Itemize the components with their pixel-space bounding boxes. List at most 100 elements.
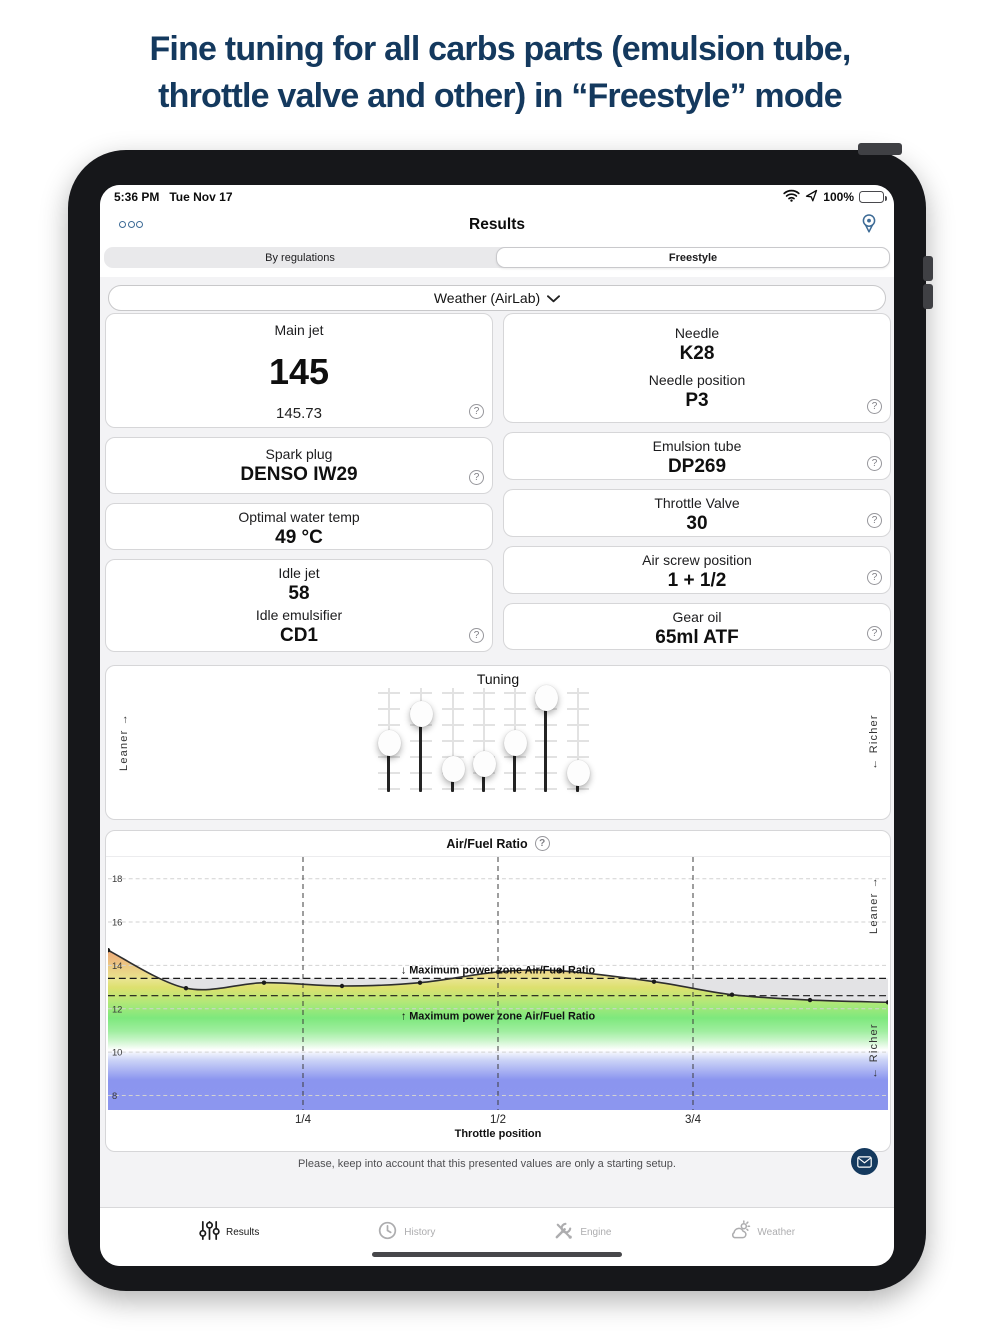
ipad-frame: 5:36 PM Tue Nov 17	[68, 143, 933, 1291]
slider-stem	[576, 785, 579, 792]
card-label: Emulsion tube	[652, 438, 742, 454]
afr-data-point	[495, 969, 501, 975]
card-label: Throttle Valve	[654, 495, 740, 511]
card-spark-plug: Spark plug DENSO IW29?	[105, 437, 493, 494]
annotation-lower: ↑ Maximum power zone Air/Fuel Ratio	[401, 1011, 596, 1023]
chart-x-axis-title: Throttle position	[454, 1128, 542, 1140]
tuning-leaner-label: Leaner →	[118, 713, 130, 771]
status-date: Tue Nov 17	[169, 190, 233, 204]
help-icon[interactable]: ?	[469, 628, 484, 643]
help-icon[interactable]: ?	[469, 404, 484, 419]
segment-freestyle[interactable]: Freestyle	[496, 247, 890, 268]
help-icon[interactable]: ?	[534, 836, 550, 851]
tuning-slider-7[interactable]	[563, 688, 593, 792]
tab-results[interactable]: Results	[199, 1220, 259, 1244]
tab-label: Engine	[580, 1226, 612, 1238]
nav-title: Results	[469, 216, 525, 233]
card-sub-value: 145.73	[276, 405, 322, 422]
slider-tick	[442, 740, 464, 742]
tuning-title: Tuning	[476, 671, 520, 687]
help-icon[interactable]: ?	[867, 456, 882, 471]
tuning-slider-4[interactable]	[469, 688, 499, 792]
tuning-slider-6[interactable]	[531, 685, 561, 792]
help-icon[interactable]: ?	[867, 570, 882, 585]
card-value: K28	[679, 343, 715, 364]
slider-thumb[interactable]	[472, 751, 496, 777]
page-title-line2: throttle valve and other) in “Freestyle”…	[158, 77, 843, 115]
slider-tick	[567, 708, 589, 710]
weather-dropdown-button[interactable]: Weather (AirLab)	[108, 285, 886, 311]
card-label: Idle emulsifier	[255, 606, 343, 623]
slider-thumb[interactable]	[441, 756, 465, 783]
card-idle-jet: Idle jet 58 Idle emulsifier CD1?	[105, 559, 493, 652]
slider-tick	[504, 724, 526, 726]
afr-data-point	[261, 980, 267, 985]
more-icon[interactable]	[119, 221, 143, 228]
card-pair: Emulsion tube DP269	[510, 437, 884, 478]
slider-tick	[567, 724, 589, 726]
card-value: CD1	[279, 624, 318, 646]
slider-thumb[interactable]	[409, 700, 433, 727]
tab-engine[interactable]: Engine	[553, 1220, 611, 1244]
tab-label: Weather	[757, 1226, 796, 1238]
slider-stem	[451, 781, 454, 792]
slider-thumb[interactable]	[377, 730, 401, 756]
slider-thumb[interactable]	[566, 760, 590, 786]
slider-tick	[567, 740, 589, 742]
slider-tick	[378, 708, 400, 710]
card-pair: Needle K28	[510, 324, 884, 365]
slider-stem	[482, 776, 485, 792]
location-pin-icon[interactable]	[858, 212, 880, 240]
card-value: 58	[288, 583, 310, 605]
tuning-slider-2[interactable]	[406, 688, 436, 792]
slider-tick	[473, 724, 495, 726]
slider-tick	[442, 692, 464, 694]
afr-data-point	[729, 992, 735, 997]
card-value: 65ml ATF	[655, 627, 739, 648]
tab-label: Results	[225, 1226, 260, 1238]
home-indicator[interactable]	[372, 1251, 622, 1257]
help-icon[interactable]: ?	[867, 399, 882, 414]
tab-label: History	[404, 1226, 436, 1238]
card-value: 30	[686, 513, 708, 534]
card-needle: Needle K28 Needle position P3?	[503, 313, 891, 423]
card-pair: Needle position P3	[510, 371, 884, 412]
card-main-jet: Main jet 145 145.73?	[105, 313, 493, 428]
chevron-down-icon	[547, 290, 561, 306]
x-tick-threequarter: 3/4	[685, 1114, 701, 1126]
results-cards: Main jet 145 145.73? Spark plug DENSO IW29? O…	[105, 313, 891, 652]
x-tick-quarter: 1/4	[295, 1114, 311, 1126]
cards-right-column: Needle K28 Needle position P3? Emulsion tube…	[503, 313, 891, 652]
mail-icon[interactable]	[851, 1148, 878, 1175]
card-pair: Spark plug DENSO IW29	[112, 445, 486, 486]
tab-weather[interactable]: Weather	[729, 1220, 795, 1244]
slider-thumb[interactable]	[503, 730, 527, 756]
help-icon[interactable]: ?	[867, 626, 882, 641]
tuning-slider-1[interactable]	[374, 688, 404, 792]
tuning-richer-label: ← Richer	[868, 714, 880, 770]
tab-history[interactable]: History	[377, 1220, 435, 1244]
slider-stem	[387, 755, 390, 792]
y-tick-label: 8	[112, 1091, 117, 1102]
card-label: Needle	[674, 325, 720, 341]
tuning-slider-3[interactable]	[438, 688, 468, 792]
slider-tick	[442, 724, 464, 726]
segment-by-regulations[interactable]: By regulations	[265, 251, 335, 264]
volume-down-button	[923, 284, 933, 309]
tuning-slider-5[interactable]	[500, 688, 530, 792]
disclaimer-note: Please, keep into account that this pres…	[298, 1158, 676, 1170]
weather-dropdown-label: Weather (AirLab)	[433, 290, 541, 306]
mode-segmented-control: By regulations Freestyle	[104, 247, 890, 268]
card-pair: Gear oil 65ml ATF	[510, 608, 884, 649]
y-tick-label: 16	[112, 917, 122, 928]
card-pair: Optimal water temp 49 °C	[112, 508, 486, 549]
card-big-value: 145	[268, 351, 330, 392]
card-throttle-valve: Throttle Valve 30?	[503, 489, 891, 537]
cards-left-column: Main jet 145 145.73? Spark plug DENSO IW29? O…	[105, 313, 493, 652]
help-icon[interactable]: ?	[469, 470, 484, 485]
slider-thumb[interactable]	[534, 685, 558, 711]
help-icon[interactable]: ?	[867, 513, 882, 528]
slider-tick	[378, 724, 400, 726]
y-tick-label: 18	[112, 874, 122, 885]
